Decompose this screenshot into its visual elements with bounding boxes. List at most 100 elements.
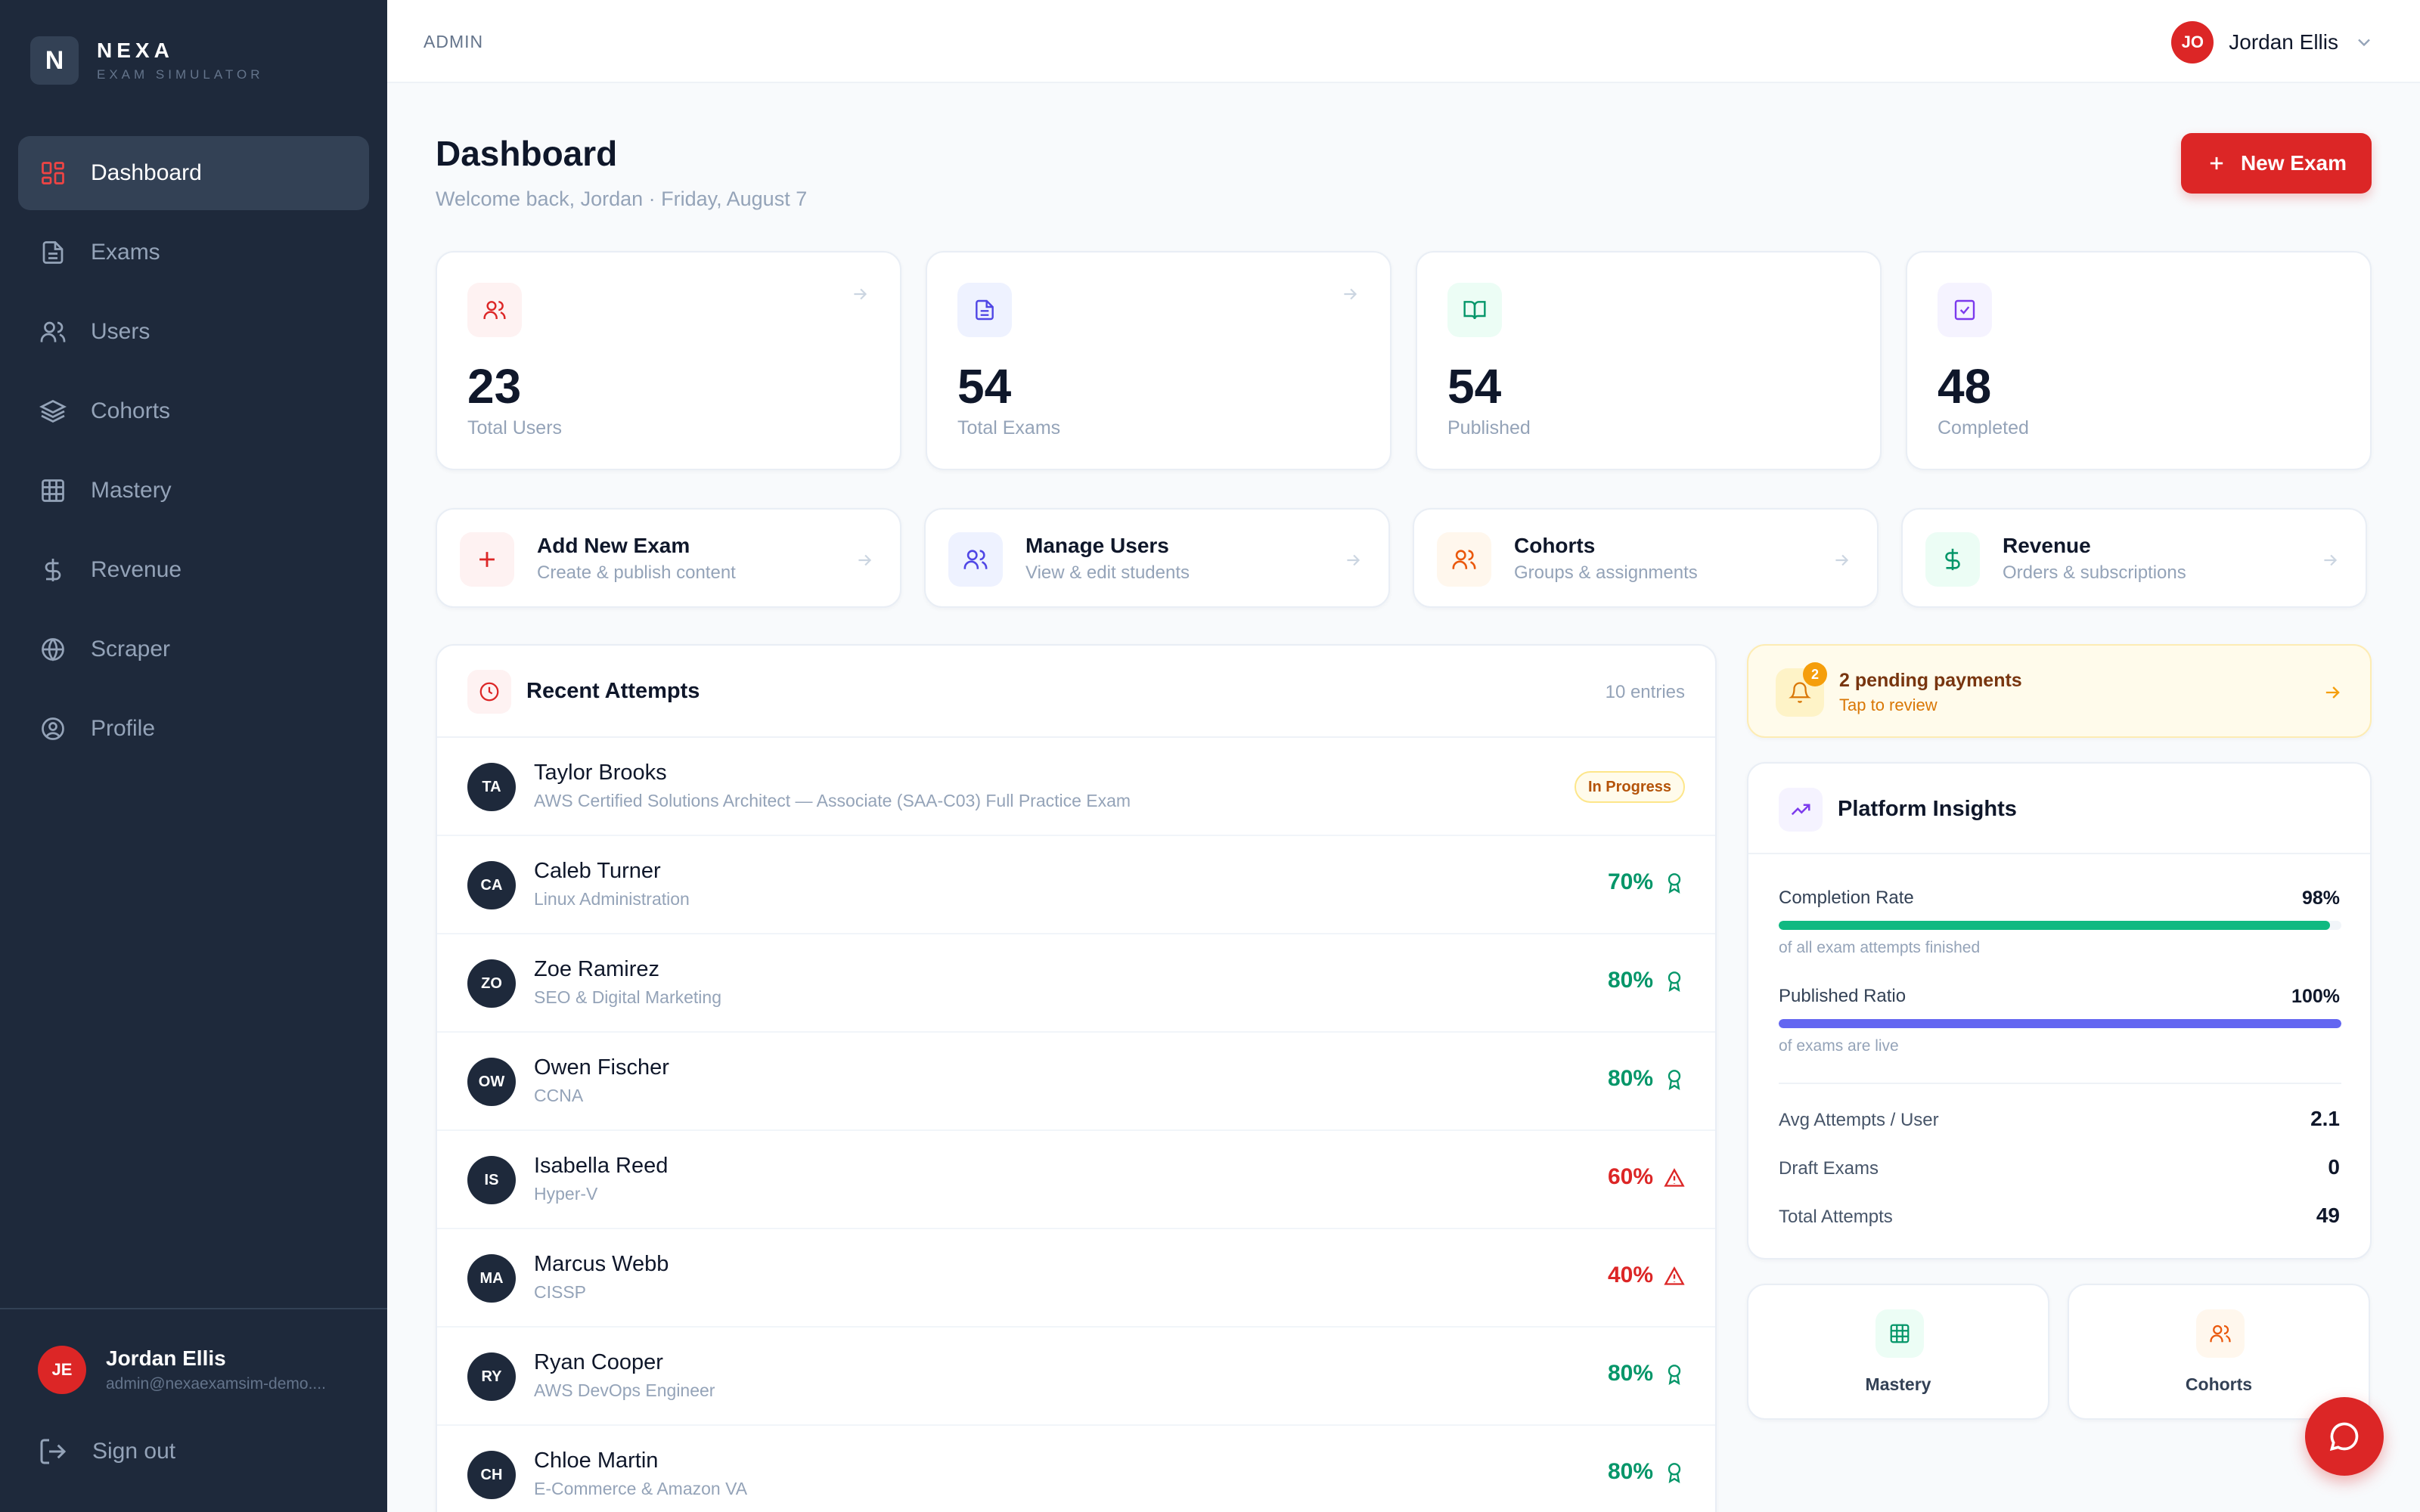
sign-out-button[interactable]: Sign out xyxy=(38,1436,175,1467)
pending-payments-alert[interactable]: 2 2 pending payments Tap to review xyxy=(1747,644,2372,738)
award-icon xyxy=(1668,971,1681,992)
users-icon xyxy=(40,321,66,342)
stat-value: 54 xyxy=(1447,359,1502,414)
table-row[interactable]: IS Isabella Reed Hyper-V 60% xyxy=(437,1131,1715,1229)
mastery-link-card[interactable]: Mastery xyxy=(1747,1284,2049,1420)
avatar: CH xyxy=(467,1451,516,1499)
avatar: RY xyxy=(467,1352,516,1401)
quick-action-title: Manage Users xyxy=(1025,534,1169,557)
attempt-exam-name: Hyper-V xyxy=(534,1184,598,1204)
completion-rate-hint: of all exam attempts finished xyxy=(1779,939,1981,956)
quick-action-revenue[interactable]: Revenue Orders & subscriptions xyxy=(1901,508,2367,608)
quick-action-manage-users[interactable]: Manage Users View & edit students xyxy=(924,508,1390,608)
pending-payments-subtitle: Tap to review xyxy=(1839,696,1938,714)
avatar: IS xyxy=(467,1156,516,1204)
sidebar-item-label: Dashboard xyxy=(91,160,202,185)
table-row[interactable]: MA Marcus Webb CISSP 40% xyxy=(437,1229,1715,1328)
stat-label: Published xyxy=(1447,417,1531,438)
stat-card-total-exams[interactable]: 54 Total Exams xyxy=(926,251,1392,470)
chevron-down-icon xyxy=(2358,39,2370,47)
page-title: Dashboard xyxy=(436,134,618,173)
quick-action-title: Cohorts xyxy=(1514,534,1596,557)
published-ratio-hint: of exams are live xyxy=(1779,1037,1899,1055)
sign-out-label: Sign out xyxy=(92,1439,176,1464)
recent-attempts-header: Recent Attempts 10 entries xyxy=(437,646,1715,738)
table-row[interactable]: CH Chloe Martin E-Commerce & Amazon VA 8… xyxy=(437,1426,1715,1512)
cohorts-link-label: Cohorts xyxy=(2185,1374,2253,1394)
sidebar-item-dashboard[interactable]: Dashboard xyxy=(18,136,369,210)
stat-card-total-users[interactable]: 23 Total Users xyxy=(436,251,901,470)
brand[interactable]: N NEXA EXAM SIMULATOR xyxy=(30,36,264,85)
log-out-icon xyxy=(40,1439,67,1464)
sidebar-item-revenue[interactable]: Revenue xyxy=(18,533,369,607)
arrow-right-icon xyxy=(858,554,872,566)
book-open-icon xyxy=(1447,283,1502,337)
notification-count-badge: 2 xyxy=(1803,662,1827,686)
stat-value: 23 xyxy=(467,359,522,414)
new-exam-button[interactable]: New Exam xyxy=(2181,133,2372,194)
attempt-user-name: Taylor Brooks xyxy=(534,761,667,785)
user-circle-icon xyxy=(42,717,64,740)
globe-icon xyxy=(42,638,64,662)
published-ratio-label: Published Ratio xyxy=(1779,986,1907,1006)
attempt-user-name: Chloe Martin xyxy=(534,1448,659,1473)
recent-attempts-title: Recent Attempts xyxy=(526,679,700,703)
table-row[interactable]: OW Owen Fischer CCNA 80% xyxy=(437,1033,1715,1131)
new-exam-label: New Exam xyxy=(2240,151,2347,175)
award-icon xyxy=(1668,1365,1681,1385)
attempt-exam-name: AWS DevOps Engineer xyxy=(534,1380,715,1400)
dollar-icon xyxy=(45,559,61,581)
chat-button[interactable] xyxy=(2305,1397,2384,1476)
avatar: JE xyxy=(38,1346,86,1394)
table-row[interactable]: ZO Zoe Ramirez SEO & Digital Marketing 8… xyxy=(437,934,1715,1033)
table-icon xyxy=(1876,1309,1924,1358)
stat-label: Total Users xyxy=(467,417,563,438)
brand-logo: N xyxy=(30,36,79,85)
sidebar-item-label: Cohorts xyxy=(91,398,171,423)
user-name: Jordan Ellis xyxy=(2229,30,2338,54)
sidebar-user-email: admin@nexaexamsim-demo.... xyxy=(106,1375,326,1393)
attempt-score: 80% xyxy=(1607,1361,1653,1386)
avatar: CA xyxy=(467,861,516,909)
attempt-exam-name: SEO & Digital Marketing xyxy=(534,987,721,1007)
brand-tagline: EXAM SIMULATOR xyxy=(97,67,264,82)
stat-card-published: 54 Published xyxy=(1416,251,1882,470)
draft-exams-value: 0 xyxy=(2328,1155,2340,1179)
sidebar-item-label: Mastery xyxy=(91,478,172,503)
sidebar-item-exams[interactable]: Exams xyxy=(18,215,369,290)
avatar: MA xyxy=(467,1254,516,1303)
avatar: ZO xyxy=(467,959,516,1008)
grid-icon xyxy=(42,162,64,184)
sidebar-item-users[interactable]: Users xyxy=(18,295,369,369)
attempt-score: 60% xyxy=(1607,1164,1653,1189)
sidebar-item-mastery[interactable]: Mastery xyxy=(18,454,369,528)
quick-action-subtitle: View & edit students xyxy=(1025,562,1190,583)
avatar: TA xyxy=(467,763,516,811)
cohorts-link-card[interactable]: Cohorts xyxy=(2068,1284,2370,1420)
mastery-link-label: Mastery xyxy=(1865,1374,1931,1394)
clock-icon xyxy=(467,670,511,714)
attempt-user-name: Zoe Ramirez xyxy=(534,957,659,981)
sidebar-item-scraper[interactable]: Scraper xyxy=(18,612,369,686)
sidebar-item-cohorts[interactable]: Cohorts xyxy=(18,374,369,448)
sidebar-item-label: Revenue xyxy=(91,557,182,582)
sidebar-item-label: Users xyxy=(91,319,150,344)
arrow-right-icon xyxy=(2324,554,2338,566)
layers-icon xyxy=(39,399,67,423)
sidebar-item-profile[interactable]: Profile xyxy=(18,692,369,766)
avatar: OW xyxy=(467,1058,516,1106)
plus-icon xyxy=(2210,156,2223,170)
attempt-user-name: Isabella Reed xyxy=(534,1154,669,1178)
arrow-right-icon xyxy=(1344,288,1357,300)
chat-icon xyxy=(2329,1422,2359,1452)
warning-icon xyxy=(1664,1266,1685,1285)
user-menu[interactable]: JO Jordan Ellis xyxy=(2171,21,2375,64)
sidebar-user[interactable]: JE Jordan Ellis admin@nexaexamsim-demo..… xyxy=(38,1346,355,1394)
file-icon xyxy=(42,241,64,264)
arrow-right-icon xyxy=(1835,554,1849,566)
table-row[interactable]: CA Caleb Turner Linux Administration 70% xyxy=(437,836,1715,934)
quick-action-cohorts[interactable]: Cohorts Groups & assignments xyxy=(1413,508,1879,608)
table-row[interactable]: TA Taylor Brooks AWS Certified Solutions… xyxy=(437,738,1715,836)
quick-action-add-exam[interactable]: Add New Exam Create & publish content xyxy=(436,508,901,608)
table-row[interactable]: RY Ryan Cooper AWS DevOps Engineer 80% xyxy=(437,1328,1715,1426)
